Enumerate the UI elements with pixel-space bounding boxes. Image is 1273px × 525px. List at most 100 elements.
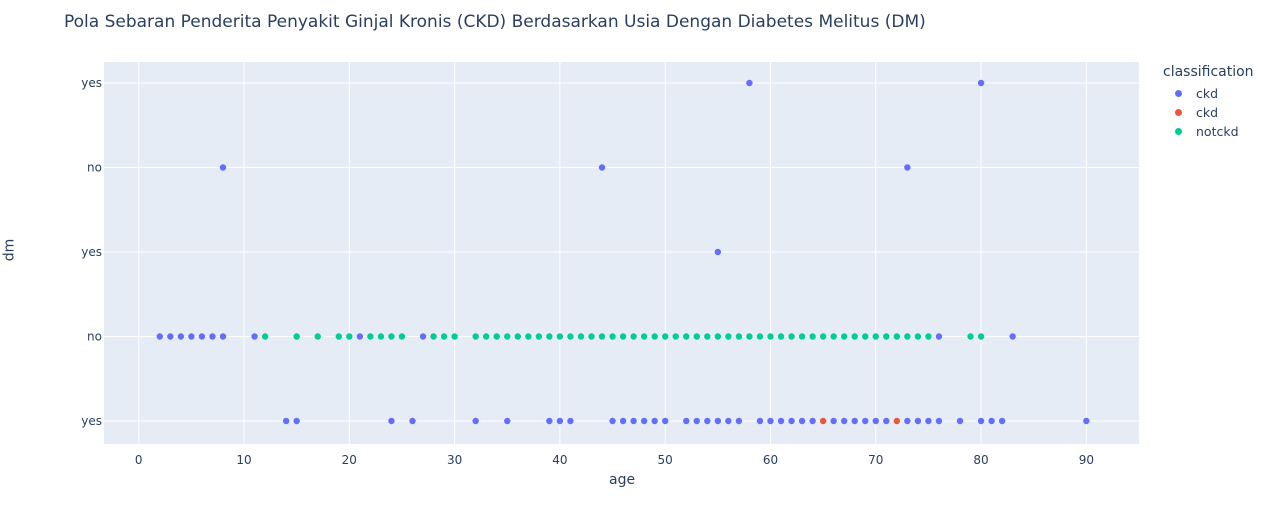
data-point-ckd[interactable] [282,417,290,425]
data-point-notckd[interactable] [704,333,711,340]
data-point-notckd[interactable] [851,333,858,340]
data-point-ckd[interactable] [756,417,764,425]
data-point-ckd[interactable] [862,417,869,425]
data-point-notckd[interactable] [598,333,606,340]
data-point-ckd[interactable] [704,417,711,425]
data-point-notckd[interactable] [809,333,816,340]
data-point-notckd[interactable] [661,333,669,340]
data-point-notckd[interactable] [840,333,848,340]
data-point-ckd[interactable] [356,333,364,340]
data-point-notckd[interactable] [493,333,500,340]
data-point-notckd[interactable] [314,333,321,340]
data-point-ckd[interactable] [819,417,827,425]
data-point-ckd[interactable] [777,417,785,425]
data-point-notckd[interactable] [672,333,679,340]
data-point-ckd[interactable] [883,417,890,425]
data-point-notckd[interactable] [398,333,406,340]
data-point-notckd[interactable] [756,333,764,340]
data-point-notckd[interactable] [914,333,922,340]
data-point-notckd[interactable] [925,333,932,340]
data-point-ckd[interactable] [156,333,164,340]
data-point-notckd[interactable] [556,333,564,340]
data-point-ckd[interactable] [198,333,206,340]
data-point-notckd[interactable] [514,333,521,340]
data-point-ckd[interactable] [851,417,858,425]
data-point-notckd[interactable] [504,333,511,340]
data-point-ckd[interactable] [840,417,848,425]
data-point-ckd[interactable] [1009,333,1016,340]
data-point-ckd[interactable] [640,417,648,425]
data-point-ckd[interactable] [219,164,227,171]
data-point-notckd[interactable] [261,333,269,340]
data-point-ckd[interactable] [914,417,922,425]
data-point-notckd[interactable] [588,333,595,340]
data-point-notckd[interactable] [335,333,342,340]
data-point-notckd[interactable] [651,333,658,340]
data-point-notckd[interactable] [883,333,890,340]
data-point-notckd[interactable] [967,333,974,340]
data-point-notckd[interactable] [293,333,300,340]
data-point-notckd[interactable] [693,333,700,340]
data-point-notckd[interactable] [788,333,795,340]
data-point-ckd[interactable] [956,417,964,425]
data-point-notckd[interactable] [609,333,616,340]
data-point-ckd[interactable] [546,417,553,425]
data-point-ckd[interactable] [1083,417,1090,425]
data-point-notckd[interactable] [567,333,574,340]
data-point-notckd[interactable] [525,333,532,340]
data-point-ckd[interactable] [714,417,722,425]
data-point-ckd[interactable] [419,333,427,340]
data-point-ckd[interactable] [293,417,300,425]
data-point-notckd[interactable] [377,333,385,340]
data-point-notckd[interactable] [798,333,806,340]
data-point-notckd[interactable] [619,333,627,340]
data-point-ckd[interactable] [935,417,943,425]
data-point-ckd[interactable] [746,79,753,87]
data-point-notckd[interactable] [430,333,437,340]
data-point-notckd[interactable] [977,333,985,340]
data-point-ckd[interactable] [504,417,511,425]
data-point-notckd[interactable] [440,333,448,340]
data-point-notckd[interactable] [546,333,553,340]
data-point-ckd[interactable] [788,417,795,425]
data-point-ckd[interactable] [998,417,1006,425]
data-point-ckd[interactable] [925,417,932,425]
data-point-notckd[interactable] [819,333,827,340]
data-point-notckd[interactable] [872,333,879,340]
data-point-ckd[interactable] [904,417,911,425]
data-point-ckd[interactable] [725,417,732,425]
data-point-notckd[interactable] [777,333,785,340]
data-point-notckd[interactable] [893,333,901,340]
data-point-notckd[interactable] [767,333,774,340]
data-point-notckd[interactable] [725,333,732,340]
data-point-notckd[interactable] [367,333,374,340]
data-point-ckd[interactable] [830,417,837,425]
data-point-notckd[interactable] [472,333,479,340]
data-point-notckd[interactable] [735,333,743,340]
data-point-ckd[interactable] [388,417,395,425]
data-point-ckd[interactable] [651,417,658,425]
data-point-ckd[interactable] [472,417,479,425]
data-points[interactable] [156,79,1090,425]
data-point-ckd[interactable] [609,417,616,425]
data-point-ckd[interactable] [809,417,816,425]
data-point-notckd[interactable] [714,333,722,340]
data-point-ckd[interactable] [188,333,195,340]
data-point-ckd[interactable] [661,417,669,425]
data-point-ckd[interactable] [567,417,574,425]
data-point-ckd[interactable] [251,333,258,340]
data-point-notckd[interactable] [346,333,353,340]
data-point-notckd[interactable] [830,333,837,340]
data-point-notckd[interactable] [451,333,458,340]
data-point-ckd[interactable] [219,333,227,340]
data-point-notckd[interactable] [535,333,543,340]
legend-item-ckd-blue[interactable]: ckd [1163,84,1254,103]
data-point-ckd[interactable] [598,164,606,171]
data-point-ckd[interactable] [904,164,911,171]
data-point-ckd[interactable] [683,417,690,425]
data-point-ckd[interactable] [619,417,627,425]
data-point-ckd[interactable] [714,248,722,256]
data-point-ckd[interactable] [630,417,637,425]
data-point-ckd[interactable] [693,417,700,425]
data-point-ckd[interactable] [767,417,774,425]
